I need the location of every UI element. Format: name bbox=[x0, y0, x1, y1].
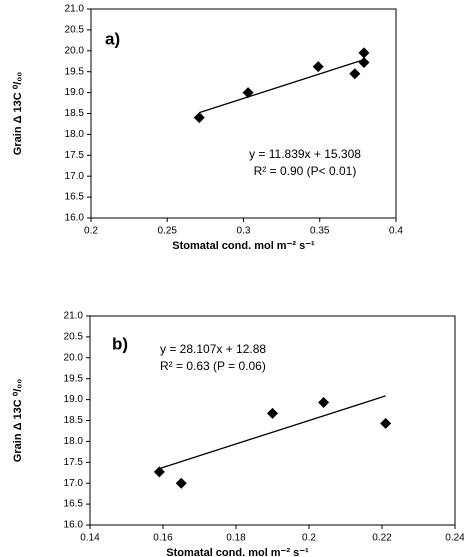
y-axis-title: Grain Δ 13C ⁰/₀₀ bbox=[12, 72, 24, 155]
plot-frame bbox=[89, 315, 456, 526]
y-tick-label: 21.0 bbox=[64, 311, 84, 322]
plot-frame bbox=[90, 8, 397, 219]
x-tick-label: 0.2 bbox=[302, 533, 316, 544]
y-tick-label: 16.0 bbox=[64, 520, 84, 531]
x-tick-label: 0.3 bbox=[237, 226, 251, 237]
y-tick-label: 18.5 bbox=[65, 108, 85, 119]
equation: y = 28.107x + 12.88 bbox=[160, 342, 266, 356]
data-point bbox=[267, 407, 278, 419]
y-tick-label: 20.5 bbox=[64, 332, 84, 343]
data-point bbox=[380, 417, 392, 429]
y-tick-label: 17.0 bbox=[65, 171, 85, 182]
y-tick-label: 20.0 bbox=[65, 45, 85, 56]
y-tick-label: 20.0 bbox=[64, 352, 84, 363]
y-tick-label: 18.5 bbox=[64, 415, 84, 426]
y-tick-label: 17.0 bbox=[64, 478, 84, 489]
x-tick-label: 0.22 bbox=[372, 533, 392, 544]
y-tick-label: 19.5 bbox=[64, 373, 84, 384]
x-tick-label: 0.18 bbox=[226, 533, 246, 544]
data-point bbox=[242, 87, 254, 99]
x-tick-label: 0.35 bbox=[310, 226, 330, 237]
x-axis-title: Stomatal cond. mol m⁻² s⁻¹ bbox=[166, 547, 309, 557]
x-axis-title: Stomatal cond. mol m⁻² s⁻¹ bbox=[172, 240, 315, 252]
r-squared: R² = 0.90 (P< 0.01) bbox=[254, 164, 357, 178]
y-tick-label: 16.5 bbox=[65, 192, 85, 203]
panel-label: a) bbox=[105, 29, 120, 48]
y-tick-label: 17.5 bbox=[64, 457, 84, 468]
x-tick-label: 0.25 bbox=[158, 226, 178, 237]
data-point bbox=[349, 68, 361, 80]
y-tick-label: 20.5 bbox=[65, 25, 85, 36]
y-tick-label: 16.5 bbox=[64, 499, 84, 510]
y-tick-label: 18.0 bbox=[64, 436, 84, 447]
y-axis-title: Grain Δ 13C ⁰/₀₀ bbox=[12, 379, 24, 462]
x-tick-label: 0.2 bbox=[84, 226, 98, 237]
data-point bbox=[358, 57, 370, 69]
data-point bbox=[153, 466, 165, 478]
x-tick-label: 0.24 bbox=[445, 533, 464, 544]
y-tick-label: 19.5 bbox=[65, 66, 85, 77]
x-tick-label: 0.14 bbox=[80, 533, 100, 544]
data-point bbox=[193, 112, 205, 124]
data-point bbox=[175, 477, 187, 489]
equation: y = 11.839x + 15.308 bbox=[249, 147, 361, 161]
y-tick-label: 16.0 bbox=[65, 213, 85, 224]
r-squared: R² = 0.63 (P = 0.06) bbox=[160, 359, 266, 373]
data-point bbox=[358, 47, 370, 59]
y-tick-label: 19.0 bbox=[64, 394, 84, 405]
y-tick-label: 19.0 bbox=[65, 87, 85, 98]
panel-label: b) bbox=[112, 334, 128, 353]
y-tick-label: 18.0 bbox=[65, 129, 85, 140]
trend-line bbox=[199, 58, 365, 114]
x-tick-label: 0.4 bbox=[389, 226, 403, 237]
data-point bbox=[312, 61, 324, 73]
y-tick-label: 21.0 bbox=[65, 4, 85, 15]
y-tick-label: 17.5 bbox=[65, 150, 85, 161]
x-tick-label: 0.16 bbox=[153, 533, 173, 544]
data-point bbox=[318, 397, 330, 409]
trend-line bbox=[159, 395, 386, 470]
